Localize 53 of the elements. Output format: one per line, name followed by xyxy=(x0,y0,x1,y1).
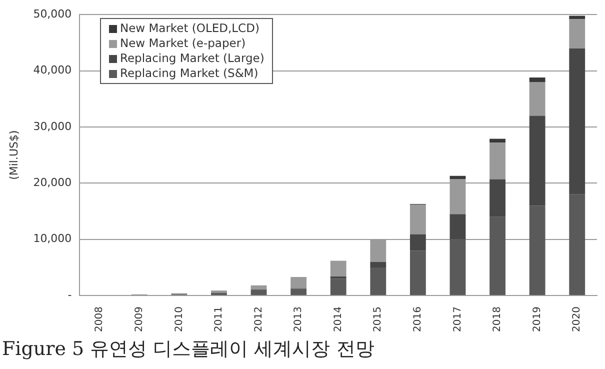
bar xyxy=(490,179,506,217)
bar xyxy=(490,142,506,180)
bar xyxy=(569,48,586,194)
y-tick-label: 10,000 xyxy=(33,232,72,246)
bar xyxy=(330,260,346,276)
caption: Figure 5 유연성 디스플레이 세계시장 전망 xyxy=(2,337,374,362)
x-tick-label: 2020 xyxy=(572,306,583,332)
x-tick-label: 2010 xyxy=(174,306,185,332)
bar xyxy=(490,216,506,296)
x-tick-label: 2012 xyxy=(253,306,264,332)
legend-label: New Market (e-paper) xyxy=(120,36,246,51)
y-tick-label: 30,000 xyxy=(33,120,72,133)
bar xyxy=(529,82,546,116)
bar xyxy=(250,290,267,296)
bar xyxy=(330,278,346,296)
bar xyxy=(450,239,466,296)
bar xyxy=(490,138,506,143)
bar xyxy=(529,206,546,296)
x-tick-label: 2017 xyxy=(452,306,464,332)
bar xyxy=(569,194,586,296)
bar xyxy=(410,204,426,234)
x-tick-label: 2018 xyxy=(492,306,504,332)
x-tick-label: 2009 xyxy=(134,306,145,332)
x-tick-label: 2013 xyxy=(293,306,304,332)
bar xyxy=(410,250,426,296)
x-tick-label: 2011 xyxy=(214,306,225,332)
bar xyxy=(211,290,227,293)
bar xyxy=(569,16,586,20)
bar xyxy=(529,78,546,82)
bar xyxy=(211,292,227,296)
x-tick-label: 2015 xyxy=(372,306,384,332)
x-tick-label: 2014 xyxy=(332,306,344,332)
bar xyxy=(250,285,267,290)
y-tick-label: 50,000 xyxy=(33,7,72,20)
legend-label: Replacing Market (S&M) xyxy=(120,66,258,81)
bar xyxy=(290,288,307,296)
y-axis-title: (Mil.US$) xyxy=(7,130,20,180)
bar xyxy=(529,116,546,206)
x-tick-label: 2016 xyxy=(412,306,424,332)
x-tick-label: 2019 xyxy=(532,306,543,332)
bar xyxy=(450,214,466,240)
y-tick-label: 40,000 xyxy=(33,64,72,77)
bar xyxy=(370,267,386,296)
y-tick-label: - xyxy=(68,288,72,302)
y-tick-label: 20,000 xyxy=(33,176,72,190)
bar xyxy=(410,234,426,251)
bar xyxy=(370,262,386,268)
legend-label: Replacing Market (Large) xyxy=(120,51,264,66)
x-tick-label: 2008 xyxy=(94,306,106,332)
legend-label: New Market (OLED,LCD) xyxy=(120,21,260,36)
bar xyxy=(569,19,586,48)
bar xyxy=(330,276,346,279)
bar xyxy=(290,277,307,288)
